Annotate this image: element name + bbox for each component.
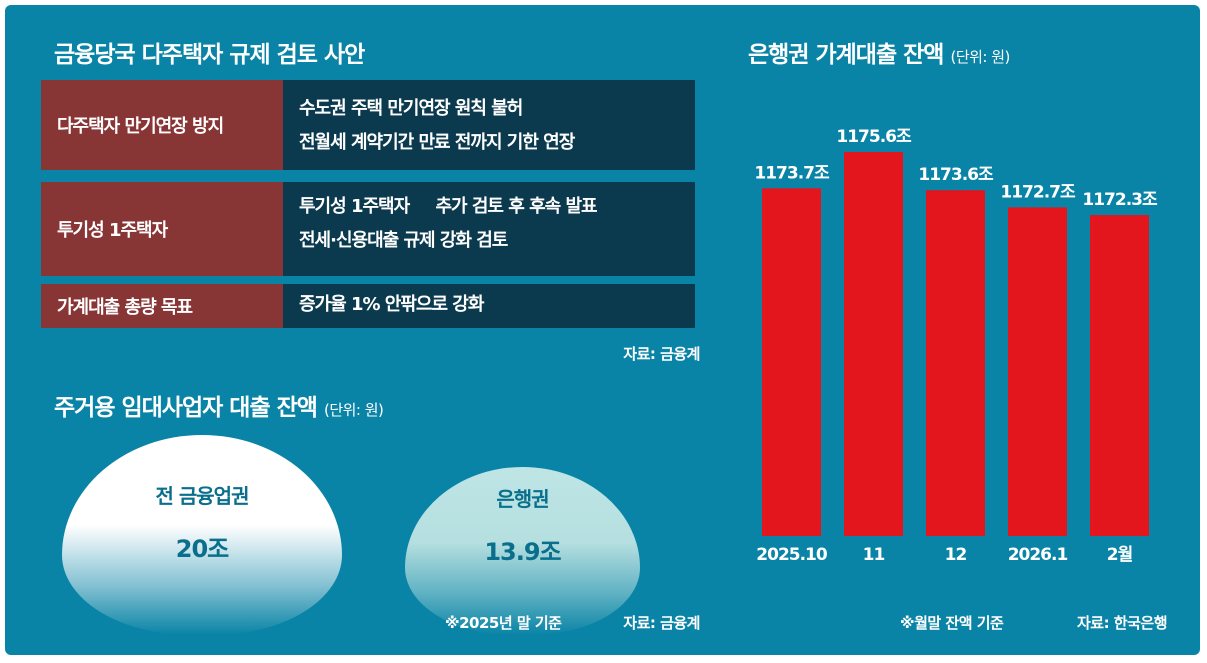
policy-source: 자료: 금융계 <box>623 345 700 363</box>
bar-value-label: 1172.3조 <box>1082 190 1158 210</box>
policy-key: 투기성 1주택자 <box>41 182 283 276</box>
chart-unit: (단위: 원) <box>950 48 1010 66</box>
rental-dome-bank: 은행권 13.9조 <box>405 467 640 635</box>
bar-value-label: 1175.6조 <box>836 127 912 147</box>
policy-value: 투기성 1주택자 추가 검토 후 후속 발표 전세·신용대출 규제 강화 검토 <box>283 182 695 276</box>
rental-unit: (단위: 원) <box>323 401 384 419</box>
dome-value: 20조 <box>175 535 229 563</box>
policy-value: 증가율 1% 안팎으로 강화 <box>283 284 695 328</box>
policy-title: 금융당국 다주택자 규제 검토 사안 <box>54 42 365 68</box>
bar-value-label: 1173.6조 <box>918 165 994 185</box>
policy-key: 다주택자 만기연장 방지 <box>41 80 283 170</box>
policy-row: 투기성 1주택자 투기성 1주택자 추가 검토 후 후속 발표 전세·신용대출 … <box>41 182 695 276</box>
category-label: 2월 <box>1107 545 1133 565</box>
chart-note: ※월말 잔액 기준 <box>900 614 1004 632</box>
policy-row: 다주택자 만기연장 방지 수도권 주택 만기연장 원칙 불허 전월세 계약기간 … <box>41 80 695 170</box>
bar-value-label: 1172.7조 <box>1000 182 1076 202</box>
bar-value-label: 1173.7조 <box>754 163 830 183</box>
bar <box>1090 215 1149 536</box>
rental-title: 주거용 임대사업자 대출 잔액 (단위: 원) <box>54 395 384 421</box>
category-label: 12 <box>945 545 967 565</box>
dome-value: 13.9조 <box>484 538 561 566</box>
chart-source: 자료: 한국은행 <box>1076 614 1168 632</box>
rental-note: ※2025년 말 기준 <box>445 614 562 632</box>
policy-value: 수도권 주택 만기연장 원칙 불허 전월세 계약기간 만료 전까지 기한 연장 <box>283 80 695 170</box>
category-label: 2026.1 <box>1008 545 1068 565</box>
bar <box>926 190 985 536</box>
dome-label: 은행권 <box>496 487 549 511</box>
rental-source: 자료: 금융계 <box>623 614 700 632</box>
bar <box>844 152 903 536</box>
rental-dome-all: 전 금융업권 20조 <box>62 435 342 635</box>
dome-label: 전 금융업권 <box>155 484 250 508</box>
policy-row: 가계대출 총량 목표 증가율 1% 안팎으로 강화 <box>41 284 695 328</box>
bar <box>1008 207 1067 536</box>
chart-title: 은행권 가계대출 잔액 (단위: 원) <box>748 42 1010 68</box>
bar <box>762 188 821 536</box>
category-label: 11 <box>863 545 885 565</box>
category-label: 2025.10 <box>756 545 828 565</box>
policy-key: 가계대출 총량 목표 <box>41 284 283 328</box>
